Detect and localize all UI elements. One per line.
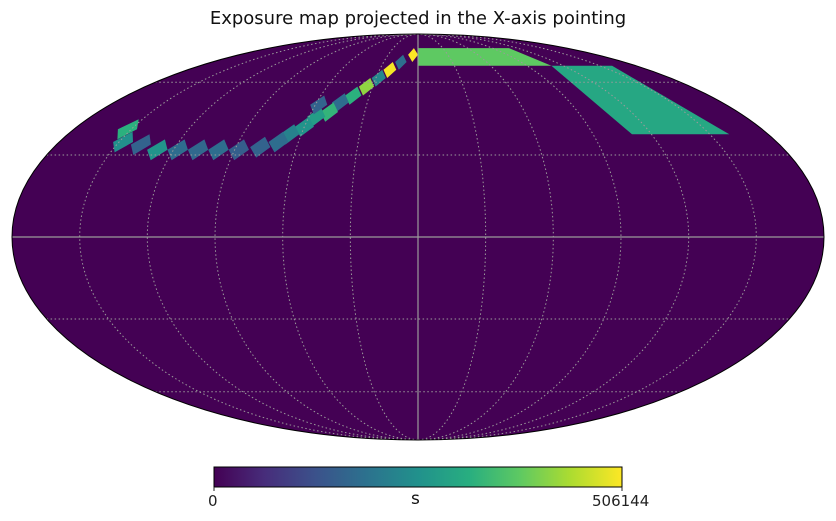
exposure-tile-1 — [395, 54, 407, 70]
exposure-tile-12 — [250, 136, 271, 158]
exposure-tile-17 — [147, 139, 168, 161]
meridian-line — [417, 34, 757, 440]
meridian-line — [349, 34, 419, 440]
colorbar — [213, 466, 623, 488]
colorbar-max-label: 506144 — [592, 492, 650, 510]
exposure-band-1 — [551, 65, 730, 135]
exposure-tiles — [113, 48, 418, 161]
exposure-tile-15 — [187, 139, 209, 161]
map-outline — [11, 33, 825, 441]
exposure-tile-8 — [307, 107, 326, 127]
exposure-tile-19 — [113, 131, 133, 153]
exposure-tile-20 — [117, 119, 139, 140]
exposure-tile-5 — [345, 86, 362, 105]
exposure-tile-0 — [408, 48, 418, 62]
exposure-tile-11 — [268, 131, 289, 153]
colorbar-min-label: 0 — [208, 492, 218, 510]
colorbar-unit-label: s — [411, 489, 420, 509]
exposure-tile-21 — [310, 95, 328, 115]
exposure-tile-13 — [228, 139, 249, 161]
exposure-band-0 — [418, 48, 552, 66]
chart-title: Exposure map projected in the X-axis poi… — [209, 8, 627, 29]
exposure-tile-4 — [358, 78, 375, 96]
exposure-bands — [418, 48, 730, 135]
meridian-line — [79, 34, 419, 440]
meridian-line — [146, 34, 419, 440]
exposure-tile-16 — [167, 139, 188, 161]
meridian-line — [417, 34, 487, 440]
exposure-tile-3 — [371, 69, 386, 87]
exposure-tile-6 — [331, 93, 349, 112]
exposure-tile-18 — [130, 134, 151, 155]
meridian-line — [417, 34, 690, 440]
exposure-tile-14 — [208, 139, 229, 161]
exposure-tile-2 — [383, 62, 397, 78]
